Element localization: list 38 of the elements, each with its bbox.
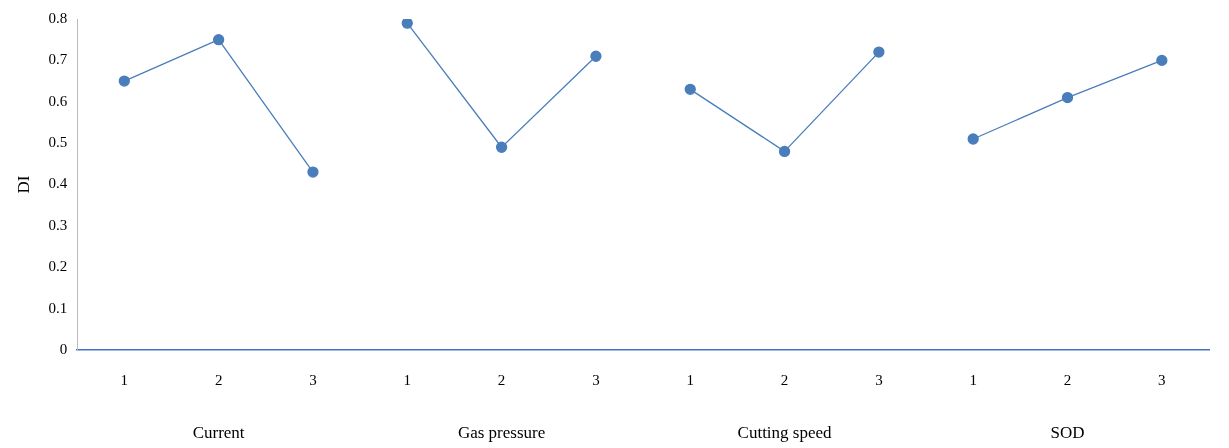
x-tick-label: 2 <box>214 371 223 388</box>
y-tick-label: 0.5 <box>48 134 68 151</box>
point <box>778 145 791 158</box>
point <box>118 75 130 87</box>
y-tick-label: 0.2 <box>48 258 68 275</box>
x-tick-label: 1 <box>120 371 129 388</box>
x-tick-label: 3 <box>875 371 883 388</box>
point <box>495 141 508 153</box>
text: Current <box>192 423 245 443</box>
y-tick-label: 0.1 <box>48 299 68 316</box>
point <box>401 19 413 29</box>
point <box>1156 54 1168 67</box>
y-tick-label: 0.3 <box>48 216 68 233</box>
point <box>684 83 696 95</box>
x-tick-label: 2 <box>780 371 789 388</box>
point <box>967 133 979 145</box>
point <box>212 34 225 46</box>
x-tick-label: 3 <box>309 371 317 388</box>
point <box>590 50 602 62</box>
text: SOD <box>1050 423 1085 443</box>
point <box>873 46 885 58</box>
point <box>1061 91 1074 104</box>
y-tick-label: 0.8 <box>48 9 68 26</box>
y-tick-label: 0.4 <box>48 175 68 192</box>
x-tick-label: 2 <box>1063 371 1072 388</box>
x-tick-label: 1 <box>403 371 412 388</box>
text: Gas pressure <box>457 423 546 443</box>
x-tick-label: 3 <box>1158 371 1166 388</box>
text: Cutting speed <box>737 423 833 443</box>
x-tick-label: 2 <box>497 371 506 388</box>
y-tick-label: 0.6 <box>48 92 68 109</box>
x-tick-label: 1 <box>969 371 977 388</box>
y-axis-title: DI <box>13 175 33 194</box>
y-tick-label: 0.7 <box>48 51 68 68</box>
point <box>307 166 319 178</box>
y-tick-label: 0 <box>59 340 68 357</box>
x-tick-label: 1 <box>686 371 694 388</box>
x-tick-label: 3 <box>592 371 600 388</box>
